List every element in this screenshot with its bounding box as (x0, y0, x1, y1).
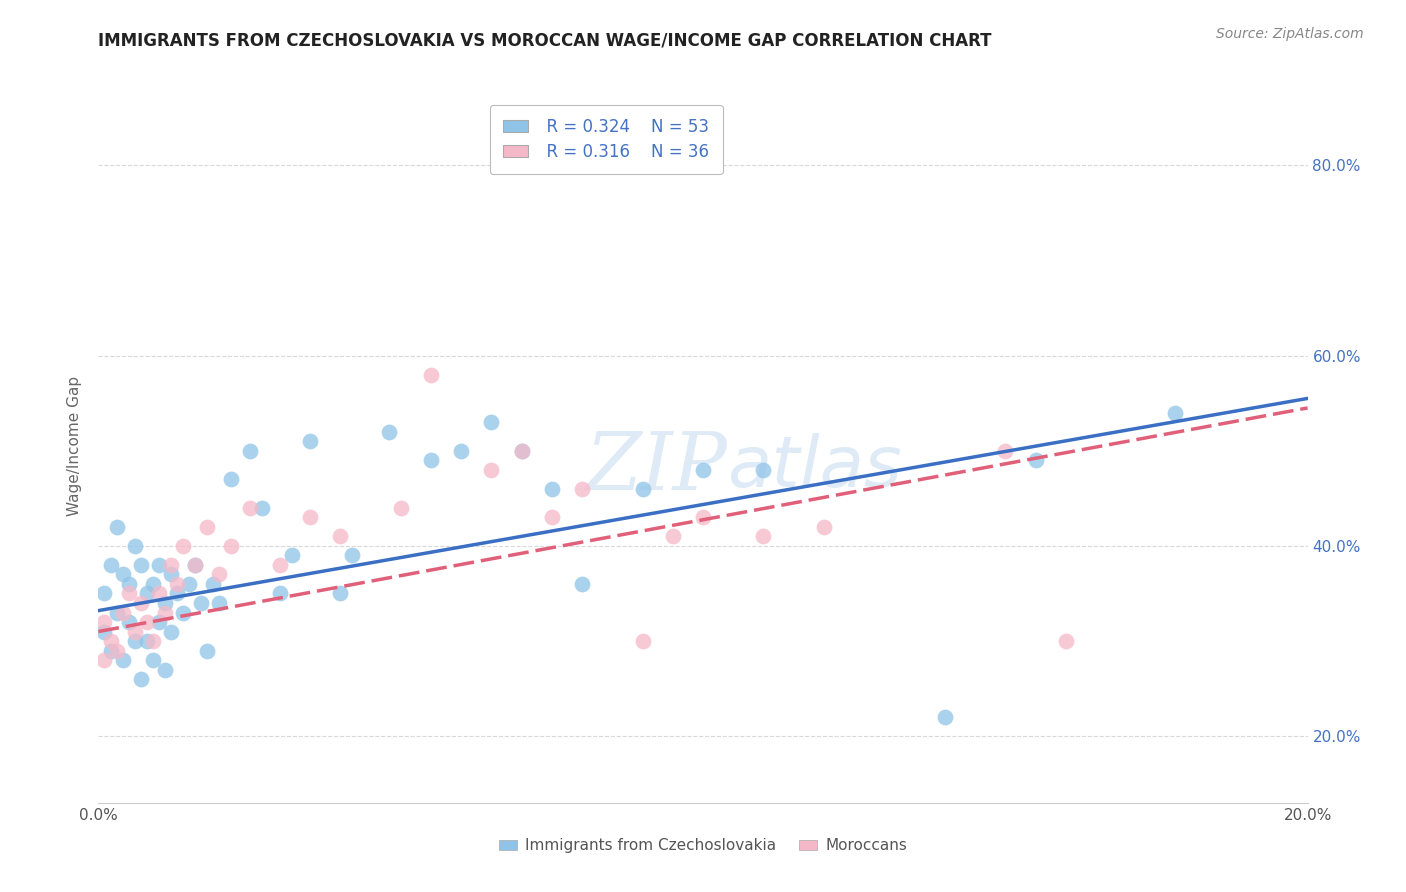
Point (994, 443, 1017, 458)
Point (111, 653, 134, 667)
Point (202, 577, 225, 591)
Point (148, 615, 170, 629)
Point (752, 463, 775, 477)
Y-axis label: Wage/Income Gap: Wage/Income Gap (67, 376, 83, 516)
Point (571, 482, 593, 496)
Point (166, 586, 188, 600)
Point (752, 529, 775, 543)
Point (540, 482, 562, 496)
Point (93, 653, 115, 667)
Point (124, 624, 146, 639)
Point (510, 443, 533, 458)
Point (153, 596, 176, 610)
Point (571, 577, 593, 591)
Point (269, 558, 291, 572)
Point (135, 634, 157, 648)
Point (172, 539, 194, 553)
Text: atlas: atlas (727, 433, 901, 502)
Point (160, 567, 183, 582)
Point (142, 653, 165, 667)
Point (661, 529, 683, 543)
Point (342, 549, 364, 563)
Point (195, 520, 218, 534)
Point (135, 586, 157, 600)
Point (153, 663, 176, 677)
Point (118, 577, 141, 591)
Point (124, 539, 146, 553)
Point (208, 596, 231, 610)
Point (221, 539, 243, 553)
Point (269, 586, 291, 600)
Point (481, 463, 503, 477)
Point (111, 606, 134, 620)
Point (105, 643, 128, 657)
Point (100, 643, 122, 657)
Point (813, 520, 835, 534)
Point (540, 510, 562, 524)
Text: ZIP: ZIP (585, 429, 727, 506)
Point (208, 567, 231, 582)
Point (118, 586, 141, 600)
Point (389, 500, 412, 515)
Point (184, 558, 207, 572)
Point (481, 415, 503, 429)
Point (129, 558, 152, 572)
Point (420, 453, 443, 467)
Point (100, 634, 122, 648)
Point (179, 577, 201, 591)
Point (172, 606, 194, 620)
Point (329, 586, 352, 600)
Point (148, 558, 170, 572)
Point (100, 558, 122, 572)
Point (281, 549, 304, 563)
Point (510, 443, 533, 458)
Point (93, 615, 115, 629)
Point (221, 472, 243, 486)
Point (239, 500, 262, 515)
Point (1163, 406, 1185, 420)
Point (692, 510, 714, 524)
Point (105, 606, 128, 620)
Point (148, 586, 170, 600)
Point (153, 606, 176, 620)
Legend: Immigrants from Czechoslovakia, Moroccans: Immigrants from Czechoslovakia, Moroccan… (494, 832, 912, 859)
Point (105, 520, 128, 534)
Point (195, 643, 218, 657)
Point (160, 558, 183, 572)
Point (160, 624, 183, 639)
Point (250, 500, 273, 515)
Text: IMMIGRANTS FROM CZECHOSLOVAKIA VS MOROCCAN WAGE/INCOME GAP CORRELATION CHART: IMMIGRANTS FROM CZECHOSLOVAKIA VS MOROCC… (98, 31, 991, 49)
Point (93, 624, 115, 639)
Point (184, 558, 207, 572)
Point (190, 596, 212, 610)
Point (631, 482, 654, 496)
Point (329, 529, 352, 543)
Point (420, 368, 443, 382)
Point (631, 634, 654, 648)
Point (93, 586, 115, 600)
Point (239, 443, 262, 458)
Text: Source: ZipAtlas.com: Source: ZipAtlas.com (1216, 27, 1364, 41)
Point (142, 577, 165, 591)
Point (124, 634, 146, 648)
Point (135, 615, 157, 629)
Point (1024, 453, 1046, 467)
Point (377, 425, 399, 439)
Point (129, 672, 152, 686)
Point (166, 577, 188, 591)
Point (1054, 634, 1077, 648)
Point (299, 434, 322, 449)
Point (118, 615, 141, 629)
Point (142, 634, 165, 648)
Point (450, 443, 472, 458)
Point (299, 510, 322, 524)
Point (692, 463, 714, 477)
Point (111, 567, 134, 582)
Point (934, 710, 956, 724)
Point (129, 596, 152, 610)
